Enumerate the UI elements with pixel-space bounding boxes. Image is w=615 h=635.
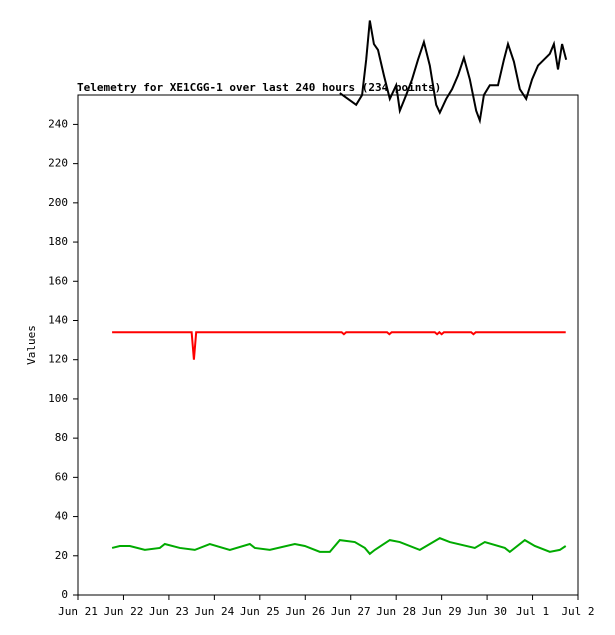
x-tick-label: Jun 30 bbox=[467, 605, 507, 618]
x-tick-label: Jul 2 bbox=[561, 605, 594, 618]
x-tick-label: Jun 26 bbox=[285, 605, 325, 618]
y-tick-label: 0 bbox=[61, 588, 68, 601]
y-tick-label: 80 bbox=[55, 431, 68, 444]
x-tick-label: Jun 21 bbox=[58, 605, 98, 618]
y-tick-label: 40 bbox=[55, 510, 68, 523]
plot-frame bbox=[77, 94, 579, 596]
y-tick-label: 20 bbox=[55, 549, 68, 562]
chart-title: Telemetry for XE1CGG-1 over last 240 hou… bbox=[77, 81, 441, 94]
x-tick-label: Jul 1 bbox=[516, 605, 549, 618]
x-tick-label: Jun 24 bbox=[194, 605, 234, 618]
x-tick-label: Jun 27 bbox=[331, 605, 371, 618]
x-tick-label: Jun 28 bbox=[376, 605, 416, 618]
y-tick-label: 140 bbox=[48, 313, 68, 326]
x-tick-label: Jun 23 bbox=[149, 605, 189, 618]
y-tick-label: 100 bbox=[48, 392, 68, 405]
x-tick-label: Jun 25 bbox=[240, 605, 280, 618]
y-tick-label: 200 bbox=[48, 196, 68, 209]
y-tick-label: 220 bbox=[48, 157, 68, 170]
line bbox=[111, 537, 567, 556]
x-tick-label: Jun 29 bbox=[422, 605, 462, 618]
y-tick-label: 60 bbox=[55, 470, 68, 483]
line bbox=[339, 20, 568, 125]
y-axis-label: Values bbox=[25, 325, 38, 365]
y-tick-label: 160 bbox=[48, 274, 68, 287]
x-tick-label: Jun 22 bbox=[104, 605, 144, 618]
line bbox=[112, 330, 566, 360]
y-tick-label: 240 bbox=[48, 117, 68, 130]
y-tick-label: 120 bbox=[48, 353, 68, 366]
y-tick-label: 180 bbox=[48, 235, 68, 248]
